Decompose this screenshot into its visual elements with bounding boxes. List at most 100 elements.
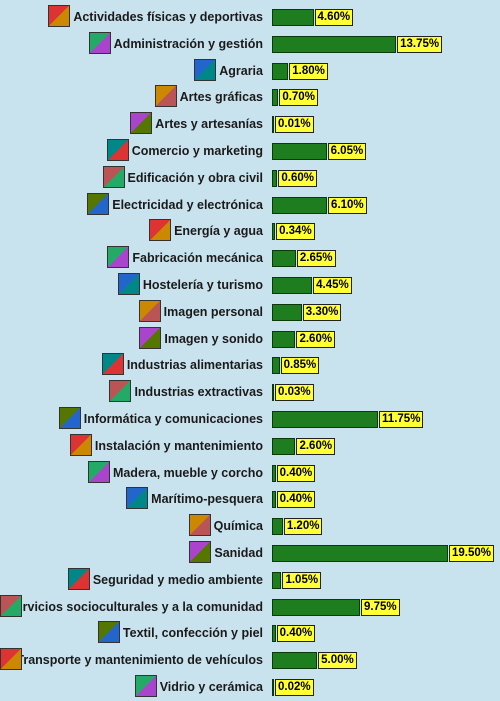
construction-icon — [102, 165, 125, 188]
bar — [272, 116, 274, 134]
bar-row: Transporte y mantenimiento de vehículos 5… — [0, 647, 500, 674]
athlete-icon — [48, 5, 71, 27]
value-label: 1.20% — [283, 518, 323, 536]
value-label: 0.70% — [279, 89, 318, 107]
value-label: 0.01% — [275, 116, 314, 134]
category-label: Servicios socioculturales y a la comunid… — [7, 599, 263, 614]
value-label: 11.75% — [379, 411, 424, 428]
value-label: 2.60% — [296, 330, 336, 348]
value-label: 0.02% — [275, 679, 314, 696]
factory-icon — [107, 246, 130, 269]
value-label: 6.10% — [328, 196, 367, 214]
bar — [272, 9, 314, 26]
bar-row: Vidrio y cerámica 0.02% — [0, 674, 500, 701]
bar-row: Sanidad 19.50% — [0, 540, 500, 567]
value-label: 1.80% — [289, 62, 328, 80]
video-camera-icon — [139, 326, 162, 349]
category-label: Edificación y obra civil — [127, 170, 263, 185]
bar-row: Servicios socioculturales y a la comunid… — [0, 594, 500, 621]
category-label: Instalación y mantenimiento — [94, 438, 263, 453]
category-label: Fabricación mecánica — [132, 251, 263, 266]
bar-row: Energía y agua 0.34% — [0, 218, 500, 245]
bar — [272, 223, 276, 241]
category-label: Energía y agua — [174, 224, 263, 239]
bar-row: Imagen personal 3.30% — [0, 299, 500, 326]
category-label: Química — [213, 519, 263, 534]
bar-row: Hostelería y turismo 4.45% — [0, 272, 500, 299]
bar-row: Industrias alimentarias 0.85% — [0, 352, 500, 379]
bar-row: Administración y gestión 13.75% — [0, 31, 500, 58]
bar-row: Artes gráficas 0.70% — [0, 84, 500, 111]
ceramics-icon — [134, 675, 157, 697]
value-label: 0.40% — [276, 464, 316, 482]
bar — [272, 196, 328, 214]
bar — [272, 303, 302, 321]
value-label: 19.50% — [449, 545, 495, 562]
value-label: 2.60% — [296, 437, 336, 455]
bar — [272, 384, 274, 402]
food-cans-icon — [101, 353, 124, 376]
category-label: Industrias alimentarias — [126, 358, 263, 373]
value-label: 0.85% — [280, 357, 320, 375]
category-label: Transporte y mantenimiento de vehículos — [16, 653, 263, 668]
value-label: 0.40% — [276, 625, 316, 643]
category-label: Agraria — [219, 63, 263, 78]
category-label: Madera, mueble y corcho — [112, 465, 263, 480]
bar-row: Madera, mueble y corcho 0.40% — [0, 460, 500, 487]
bar — [272, 571, 282, 589]
category-label: Comercio y marketing — [131, 144, 263, 158]
printing-icon — [154, 85, 177, 108]
category-label: Artes y artesanías — [155, 117, 263, 132]
bar-row: Marítimo-pesquera 0.40% — [0, 486, 500, 513]
bar-row: Industrias extractivas 0.03% — [0, 379, 500, 406]
bar — [272, 679, 274, 696]
bar-row: Electricidad y electrónica 6.10% — [0, 192, 500, 219]
bar — [272, 89, 279, 107]
value-label: 13.75% — [397, 35, 443, 53]
category-label: Electricidad y electrónica — [112, 197, 263, 212]
bar-row: Informática y comunicaciones 11.75% — [0, 406, 500, 433]
bar-row: Actividades físicas y deportivas 4.60% — [0, 4, 500, 31]
utility-pole-icon — [69, 433, 92, 456]
plants-icon — [194, 58, 217, 81]
bar — [272, 625, 276, 643]
value-label: 0.34% — [276, 223, 315, 241]
value-label: 9.75% — [361, 598, 400, 616]
people-group-icon — [0, 594, 22, 617]
business-people-icon — [106, 139, 129, 161]
bar — [272, 411, 379, 428]
category-label: Sanidad — [214, 546, 263, 560]
value-label: 4.45% — [313, 277, 352, 294]
bar — [272, 357, 280, 375]
mining-truck-icon — [109, 380, 132, 403]
value-label: 0.03% — [275, 384, 314, 402]
category-label: Vidrio y cerámica — [159, 680, 263, 694]
category-label: Administración y gestión — [113, 36, 263, 51]
value-label: 2.65% — [296, 250, 336, 268]
value-label: 4.60% — [314, 9, 354, 26]
bar — [272, 545, 448, 562]
category-label: Hostelería y turismo — [142, 278, 263, 292]
category-label: Imagen personal — [163, 304, 263, 319]
chemistry-flask-icon — [188, 514, 211, 537]
bar — [272, 62, 289, 80]
bar — [272, 598, 360, 616]
ship-icon — [126, 487, 149, 510]
category-label: Industrias extractivas — [134, 385, 263, 400]
bar — [272, 464, 276, 482]
category-label: Artes gráficas — [179, 90, 263, 105]
recycling-bin-icon — [67, 567, 90, 590]
category-label: Informática y comunicaciones — [83, 412, 263, 426]
sewing-icon — [97, 621, 120, 644]
bar — [272, 35, 397, 53]
value-label: 3.30% — [302, 303, 342, 321]
bar — [272, 437, 296, 455]
bar — [272, 277, 313, 294]
paint-palette-icon — [130, 112, 153, 135]
value-label: 5.00% — [318, 652, 357, 670]
bar — [272, 169, 278, 187]
bar — [272, 143, 327, 160]
value-label: 0.60% — [278, 169, 318, 187]
category-label: Textil, confección y piel — [122, 626, 263, 641]
